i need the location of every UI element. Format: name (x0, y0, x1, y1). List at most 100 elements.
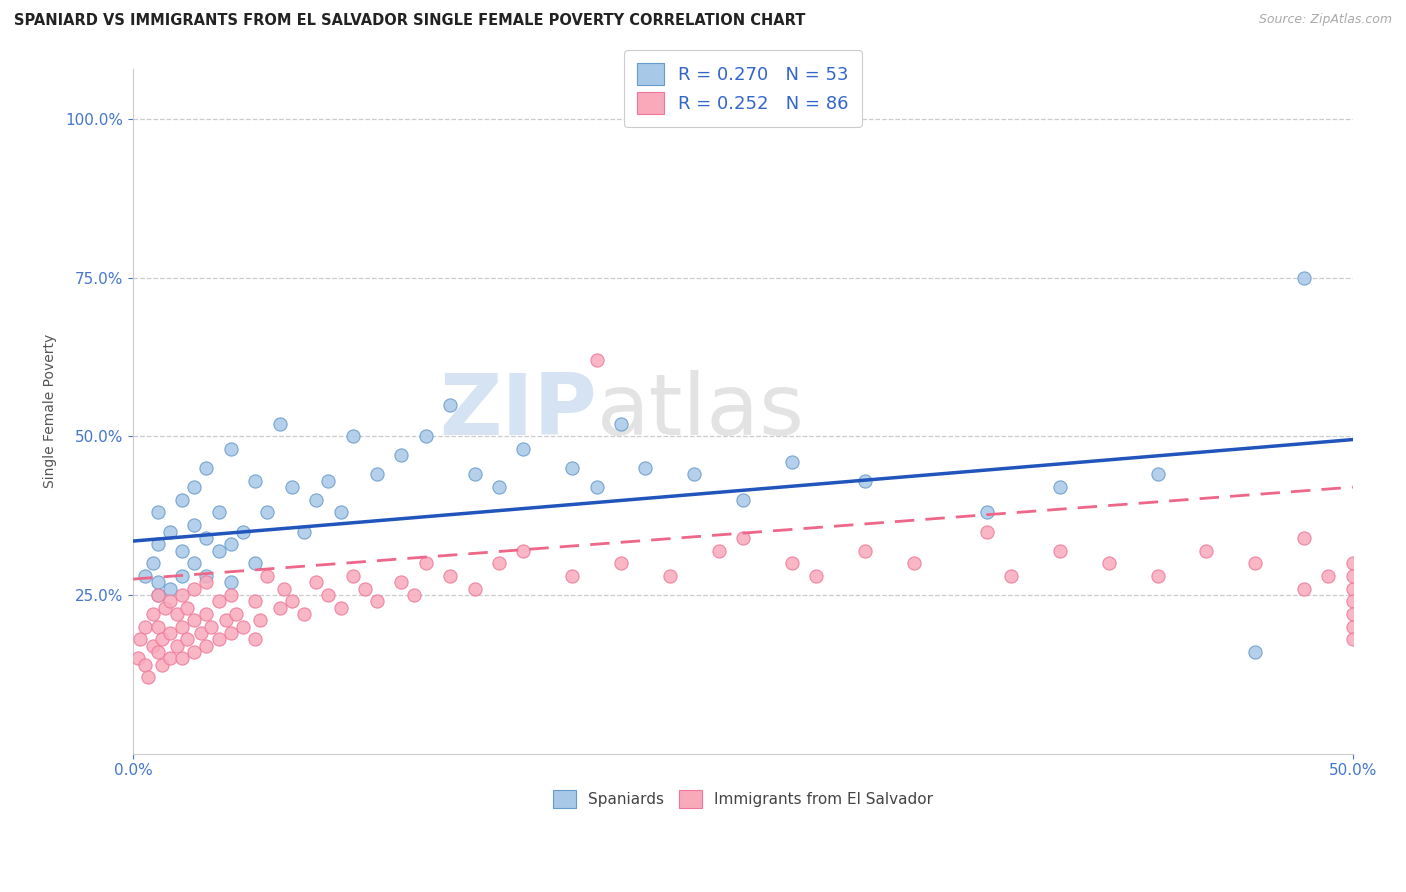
Point (329, 506, 352, 520)
Text: ZIP: ZIP (439, 369, 596, 452)
Point (976, 524, 998, 539)
Point (707, 543, 730, 558)
Point (402, 588, 425, 602)
Text: Source: ZipAtlas.com: Source: ZipAtlas.com (1258, 13, 1392, 27)
Legend: Spaniards, Immigrants from El Salvador: Spaniards, Immigrants from El Salvador (547, 783, 939, 814)
Point (142, 556, 165, 570)
Point (207, 594, 229, 608)
Point (903, 556, 925, 570)
Point (634, 461, 657, 475)
Text: atlas: atlas (596, 369, 804, 452)
Point (305, 492, 328, 507)
Point (1098, 556, 1121, 570)
Point (780, 556, 803, 570)
Point (280, 480, 302, 494)
Point (464, 582, 486, 596)
Point (292, 607, 315, 621)
Point (329, 600, 352, 615)
Point (804, 569, 827, 583)
Point (207, 543, 229, 558)
Point (142, 607, 165, 621)
Point (129, 632, 152, 647)
Point (170, 620, 193, 634)
Point (232, 620, 254, 634)
Point (561, 461, 583, 475)
Point (342, 569, 364, 583)
Point (142, 639, 165, 653)
Point (146, 506, 169, 520)
Point (176, 632, 198, 647)
Point (243, 474, 266, 488)
Point (1244, 645, 1267, 659)
Point (195, 531, 218, 545)
Point (1341, 569, 1364, 583)
Point (269, 417, 291, 431)
Point (658, 569, 681, 583)
Point (292, 524, 315, 539)
Point (1146, 467, 1168, 482)
Point (146, 620, 169, 634)
Point (207, 632, 229, 647)
Point (1292, 582, 1315, 596)
Point (127, 651, 149, 665)
Point (610, 556, 633, 570)
Point (134, 569, 156, 583)
Point (488, 556, 510, 570)
Point (1049, 480, 1071, 494)
Point (415, 556, 437, 570)
Point (170, 569, 193, 583)
Point (512, 543, 534, 558)
Point (190, 626, 212, 640)
Point (1292, 531, 1315, 545)
Point (780, 455, 803, 469)
Point (183, 645, 205, 659)
Point (183, 518, 205, 533)
Point (366, 467, 388, 482)
Point (366, 594, 388, 608)
Point (219, 575, 242, 590)
Point (318, 474, 340, 488)
Point (159, 626, 181, 640)
Point (280, 594, 302, 608)
Point (195, 461, 218, 475)
Point (1341, 582, 1364, 596)
Point (159, 524, 181, 539)
Point (488, 480, 510, 494)
Point (853, 474, 876, 488)
Point (146, 575, 169, 590)
Point (585, 353, 607, 368)
Point (1341, 620, 1364, 634)
Point (243, 594, 266, 608)
Point (318, 588, 340, 602)
Point (305, 575, 328, 590)
Point (391, 449, 413, 463)
Point (731, 492, 754, 507)
Point (207, 506, 229, 520)
Point (1341, 594, 1364, 608)
Point (170, 588, 193, 602)
Point (183, 556, 205, 570)
Point (219, 588, 242, 602)
Point (439, 398, 461, 412)
Point (136, 670, 159, 684)
Point (159, 651, 181, 665)
Point (1244, 556, 1267, 570)
Point (200, 620, 222, 634)
Point (464, 467, 486, 482)
Point (153, 600, 176, 615)
Y-axis label: Single Female Poverty: Single Female Poverty (44, 334, 58, 488)
Point (439, 569, 461, 583)
Point (585, 480, 607, 494)
Point (1195, 543, 1218, 558)
Point (853, 543, 876, 558)
Point (215, 613, 238, 627)
Point (219, 626, 242, 640)
Point (170, 543, 193, 558)
Point (170, 651, 193, 665)
Point (1049, 543, 1071, 558)
Point (256, 569, 278, 583)
Point (146, 645, 169, 659)
Point (146, 537, 169, 551)
Point (683, 467, 706, 482)
Point (976, 506, 998, 520)
